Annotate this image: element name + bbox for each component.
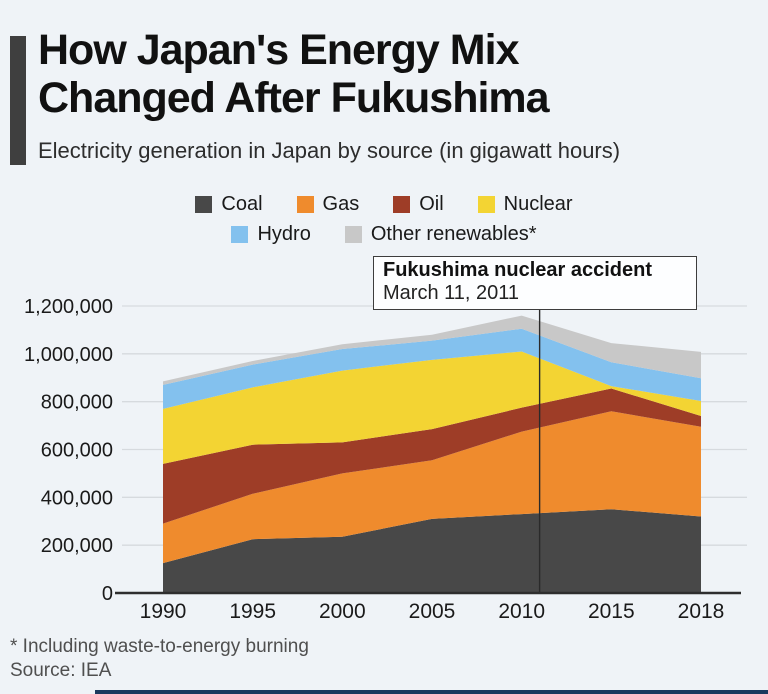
page-title: How Japan's Energy Mix Changed After Fuk… — [38, 26, 738, 122]
area-band-coal — [163, 509, 701, 593]
y-axis-tick-label: 0 — [102, 583, 113, 605]
x-axis-tick-label: 2005 — [409, 600, 456, 623]
legend-item-coal: Coal — [195, 193, 263, 216]
footnote: * Including waste-to-energy burning — [10, 636, 309, 657]
legend-label: Coal — [221, 193, 263, 215]
legend-item-hydro: Hydro — [231, 223, 311, 246]
x-axis-tick-label: 2015 — [588, 600, 635, 623]
x-axis-tick-label: 2018 — [678, 600, 725, 623]
bottom-accent-bar — [95, 690, 768, 694]
legend-item-gas: Gas — [296, 193, 360, 216]
oil-swatch-icon — [393, 196, 411, 213]
legend-label: Hydro — [257, 223, 311, 245]
y-axis-tick-label: 800,000 — [41, 392, 113, 414]
nuclear-swatch-icon — [477, 196, 495, 213]
x-axis-tick-label: 1995 — [229, 600, 276, 623]
area-band-other-renewables — [163, 315, 701, 385]
page-title-line2: Changed After Fukushima — [38, 73, 550, 122]
legend: Coal Gas Oil Nuclear Hydro Other re — [0, 193, 768, 246]
gas-swatch-icon — [296, 196, 314, 213]
area-band-hydro — [163, 328, 701, 409]
legend-item-other-renewables: Other renewables* — [344, 223, 537, 246]
legend-row-2: Hydro Other renewables* — [0, 223, 768, 246]
title-accent-bar — [10, 36, 26, 165]
x-axis-tick-label: 2010 — [498, 600, 545, 623]
area-band-nuclear — [163, 351, 701, 464]
x-axis-tick-label: 1990 — [140, 600, 187, 623]
legend-row-1: Coal Gas Oil Nuclear — [0, 193, 768, 216]
annotation-box: Fukushima nuclear accident March 11, 201… — [373, 256, 697, 310]
y-axis-tick-label: 400,000 — [41, 487, 113, 509]
coal-swatch-icon — [195, 196, 213, 213]
y-axis-tick-label: 200,000 — [41, 535, 113, 557]
legend-item-nuclear: Nuclear — [477, 193, 573, 216]
y-axis-tick-label: 1,000,000 — [24, 344, 113, 366]
legend-label: Gas — [322, 193, 360, 215]
area-band-oil — [163, 388, 701, 524]
y-axis-tick-label: 600,000 — [41, 440, 113, 462]
legend-item-oil: Oil — [393, 193, 444, 216]
annotation-date: March 11, 2011 — [383, 282, 520, 304]
area-band-gas — [163, 411, 701, 564]
other-renewables-swatch-icon — [344, 226, 362, 243]
page-subtitle: Electricity generation in Japan by sourc… — [38, 138, 621, 163]
page-title-line1: How Japan's Energy Mix — [38, 26, 519, 74]
annotation-title: Fukushima nuclear accident — [383, 259, 652, 281]
legend-label: Other renewables* — [370, 223, 537, 245]
legend-label: Oil — [419, 193, 444, 215]
y-axis-tick-label: 1,200,000 — [24, 296, 113, 318]
source-credit: Source: IEA — [10, 660, 112, 681]
x-axis-tick-label: 2000 — [319, 600, 366, 623]
legend-label: Nuclear — [503, 193, 573, 215]
hydro-swatch-icon — [231, 226, 249, 243]
